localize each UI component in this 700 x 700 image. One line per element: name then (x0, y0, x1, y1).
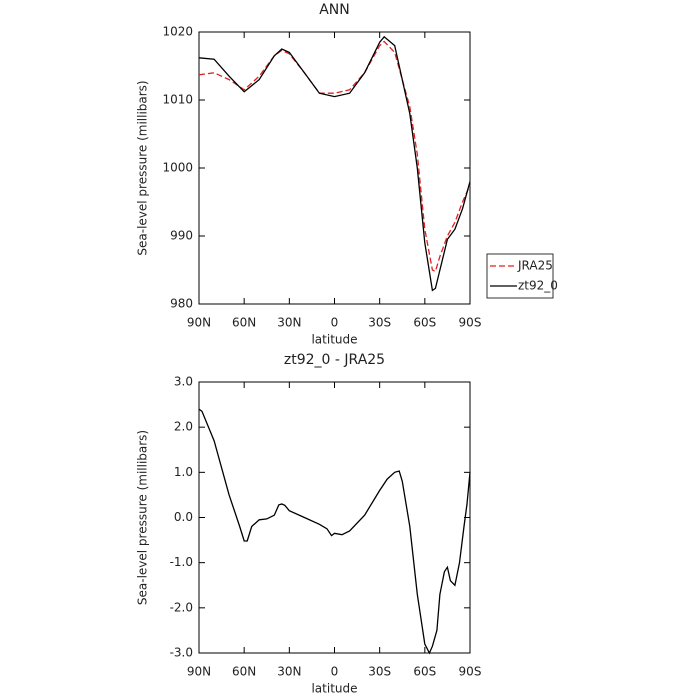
legend-label: JRA25 (517, 259, 553, 273)
x-tick-label: 0 (331, 665, 339, 679)
y-tick-label: 1010 (162, 93, 193, 107)
y-tick-label: 1.0 (174, 465, 193, 479)
x-tick-label: 60N (232, 665, 256, 679)
x-tick-label: 30N (277, 665, 301, 679)
y-tick-label: 0.0 (174, 510, 193, 524)
y-tick-label: 1000 (162, 161, 193, 175)
x-axis-label: latitude (311, 682, 357, 696)
y-tick-label: -1.0 (170, 555, 193, 569)
x-tick-label: 90N (187, 665, 211, 679)
y-tick-label: 990 (170, 229, 193, 243)
x-tick-label: 30S (368, 665, 391, 679)
x-axis-label: latitude (311, 333, 357, 347)
series-line (198, 35, 471, 292)
chart-title: ANN (319, 2, 350, 18)
chart-title: zt92_0 - JRA25 (284, 352, 385, 368)
x-tick-label: 30N (277, 316, 301, 330)
legend-label: zt92_0 (518, 279, 558, 293)
legend-box (486, 253, 554, 299)
x-tick-label: 60N (232, 316, 256, 330)
x-tick-label: 90S (459, 316, 482, 330)
y-tick-label: 980 (170, 297, 193, 311)
y-tick-label: -3.0 (170, 646, 193, 660)
x-tick-label: 60S (413, 316, 436, 330)
x-tick-label: 30S (368, 316, 391, 330)
y-tick-label: 1020 (162, 25, 193, 39)
series-line (198, 40, 471, 273)
x-tick-label: 90N (187, 316, 211, 330)
y-tick-label: 3.0 (174, 375, 193, 389)
y-tick-label: -2.0 (170, 600, 193, 614)
y-axis-label: Sea-level pressure (millibars) (136, 80, 150, 255)
x-tick-label: 60S (413, 665, 436, 679)
y-axis-label: Sea-level pressure (millibars) (136, 430, 150, 605)
x-tick-label: 0 (331, 316, 339, 330)
x-tick-label: 90S (459, 665, 482, 679)
y-tick-label: 2.0 (174, 420, 193, 434)
plot-frame (198, 31, 471, 305)
series-line (198, 408, 471, 655)
plot-frame (198, 381, 471, 654)
